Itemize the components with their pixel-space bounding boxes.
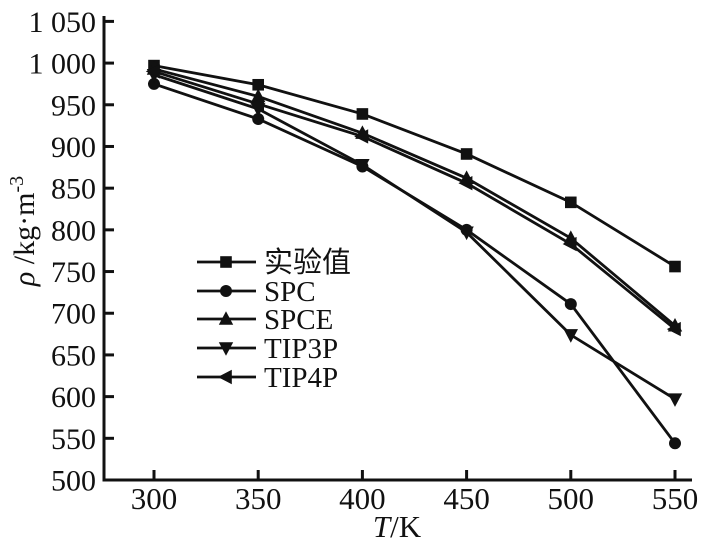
- t-symbol: T: [372, 509, 391, 544]
- legend-item-TIP3P: TIP3P: [197, 333, 338, 365]
- y-axis-title: ρ /kg·m-3: [6, 128, 41, 334]
- triangle-left-marker: [354, 129, 369, 144]
- x-axis-unit: /K: [390, 509, 422, 544]
- y-axis-exponent: -3: [6, 175, 28, 193]
- triangle-down-marker: [459, 226, 474, 241]
- legend-item-SPC: SPC: [197, 276, 316, 308]
- legend-label: 实验值: [264, 246, 351, 279]
- x-tick-label: 500: [548, 481, 595, 516]
- x-tick-label: 350: [235, 481, 282, 516]
- x-tick-label: 400: [339, 481, 386, 516]
- legend-item-实验值: 实验值: [197, 246, 351, 279]
- circle-marker: [564, 298, 577, 311]
- circle-marker: [148, 77, 160, 90]
- x-tick-label: 450: [443, 481, 490, 516]
- legend-label: SPC: [264, 276, 316, 308]
- y-tick-label: 550: [51, 423, 96, 456]
- triangle-up-marker: [218, 311, 234, 325]
- triangle-down-marker: [667, 393, 683, 407]
- triangle-left-marker: [666, 321, 681, 337]
- series-line: [153, 73, 676, 401]
- x-tick-label: 550: [652, 481, 699, 516]
- y-tick-label: 900: [51, 131, 96, 164]
- triangle-left-marker: [562, 236, 577, 252]
- square-marker: [220, 256, 232, 268]
- y-tick-label: 500: [51, 465, 96, 498]
- triangle-down-marker: [355, 159, 370, 173]
- x-axis-title: T/K: [337, 509, 457, 545]
- triangle-left-marker: [217, 369, 232, 385]
- y-tick-label: 600: [51, 381, 96, 414]
- y-tick-group: 500 550 600 650 700 750 800 850 900 950 1 000 1 050: [29, 6, 114, 498]
- triangle-left-marker: [250, 96, 264, 112]
- x-tick-group: 300 350 400 450 500 550: [131, 470, 699, 516]
- rho-symbol: ρ: [8, 271, 41, 287]
- square-marker: [460, 148, 473, 160]
- series-line: [153, 70, 676, 331]
- legend-label: SPCE: [264, 304, 333, 336]
- series-实验值: [148, 59, 681, 273]
- axes: [102, 16, 692, 482]
- y-tick-label: 700: [51, 298, 96, 331]
- triangle-left-marker: [145, 64, 160, 79]
- legend-item-SPCE: SPCE: [197, 304, 333, 336]
- x-tick-label: 300: [131, 481, 178, 516]
- triangle-down-marker: [563, 329, 578, 343]
- y-tick-label: 750: [51, 256, 96, 289]
- series-TIP3P: [146, 68, 683, 407]
- y-tick-label: 1 050: [29, 6, 97, 39]
- circle-marker: [252, 112, 265, 125]
- square-marker: [669, 260, 681, 273]
- series-line: [153, 64, 676, 268]
- y-tick-label: 650: [51, 339, 96, 372]
- legend-item-TIP4P: TIP4P: [197, 362, 338, 394]
- legend-label: TIP3P: [264, 333, 338, 365]
- y-tick-label: 800: [51, 214, 96, 247]
- legend-label: TIP4P: [264, 362, 338, 394]
- triangle-down-marker: [218, 342, 234, 356]
- triangle-left-marker: [458, 175, 473, 191]
- series-TIP4P: [145, 64, 681, 337]
- y-tick-label: 1 000: [29, 48, 97, 81]
- y-axis-unit: /kg·m: [8, 192, 41, 272]
- y-tick-label: 850: [51, 173, 96, 206]
- y-tick-label: 950: [51, 89, 96, 122]
- square-marker: [565, 196, 577, 209]
- circle-marker: [220, 285, 232, 297]
- square-marker: [252, 78, 264, 91]
- series-line: [153, 67, 676, 327]
- square-marker: [356, 108, 369, 120]
- circle-marker: [669, 437, 681, 450]
